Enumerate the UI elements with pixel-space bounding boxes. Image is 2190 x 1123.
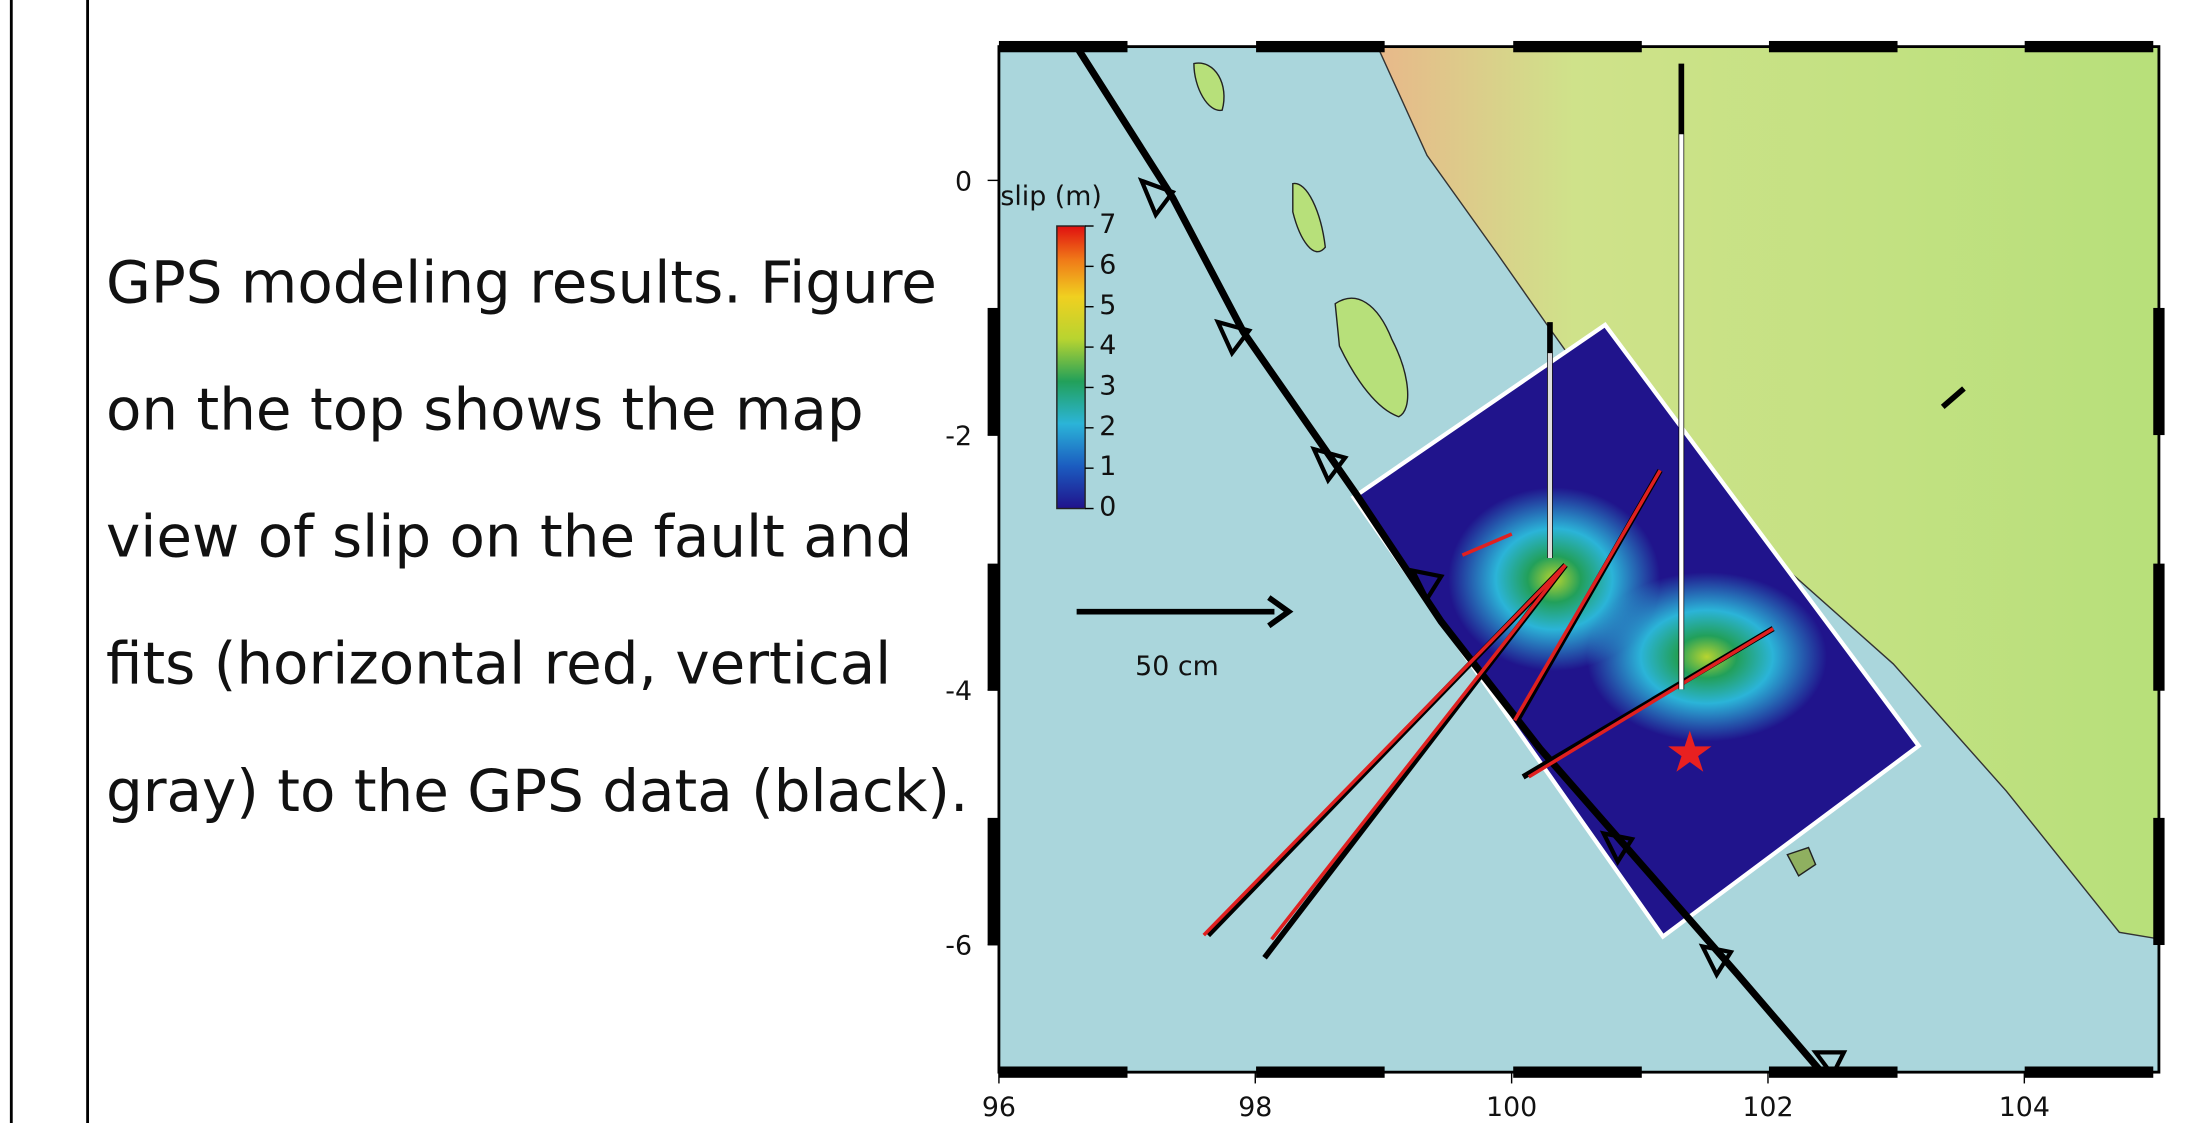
x-tick-label: 100 xyxy=(1486,1092,1537,1123)
colorbar-tick-label: 0 xyxy=(1099,492,1116,523)
y-tick-label: -2 xyxy=(945,421,972,452)
slide: GPS modeling results. Figure on the top s… xyxy=(0,0,2190,1123)
caption-line: GPS modeling results. Figure xyxy=(106,248,937,316)
colorbar xyxy=(1057,226,1085,509)
epicenter: ★ xyxy=(1665,720,1716,785)
x-tick-label: 96 xyxy=(982,1092,1016,1123)
page: GPS modeling results. Figure on the top s… xyxy=(0,0,2190,1123)
caption-line: on the top shows the map xyxy=(106,375,864,443)
colorbar-tick-label: 5 xyxy=(1099,290,1116,321)
colorbar-tick-label: 1 xyxy=(1099,451,1116,482)
colorbar-tick-label: 3 xyxy=(1099,371,1116,402)
colorbar-tick-label: 6 xyxy=(1099,249,1116,280)
x-tick-label: 102 xyxy=(1742,1092,1793,1123)
caption-line: view of slip on the fault and xyxy=(106,503,912,571)
x-tick-label: 104 xyxy=(1999,1092,2050,1123)
caption-line: gray) to the GPS data (black). xyxy=(106,757,968,825)
colorbar-title: slip (m) xyxy=(1000,181,1102,212)
y-tick-label: -6 xyxy=(945,931,972,962)
colorbar-tick-label: 4 xyxy=(1099,330,1116,361)
map-body: ★ xyxy=(999,47,2162,1075)
scale-label: 50 cm xyxy=(1135,651,1219,682)
x-tick-label: 98 xyxy=(1238,1092,1272,1123)
y-tick-label: -4 xyxy=(945,676,972,707)
caption: GPS modeling results. Figure on the top s… xyxy=(106,248,968,825)
y-tick-label: 0 xyxy=(955,166,972,197)
colorbar-tick-label: 7 xyxy=(1099,209,1116,240)
caption-line: fits (horizontal red, vertical xyxy=(106,630,891,698)
colorbar-tick-label: 2 xyxy=(1099,411,1116,442)
